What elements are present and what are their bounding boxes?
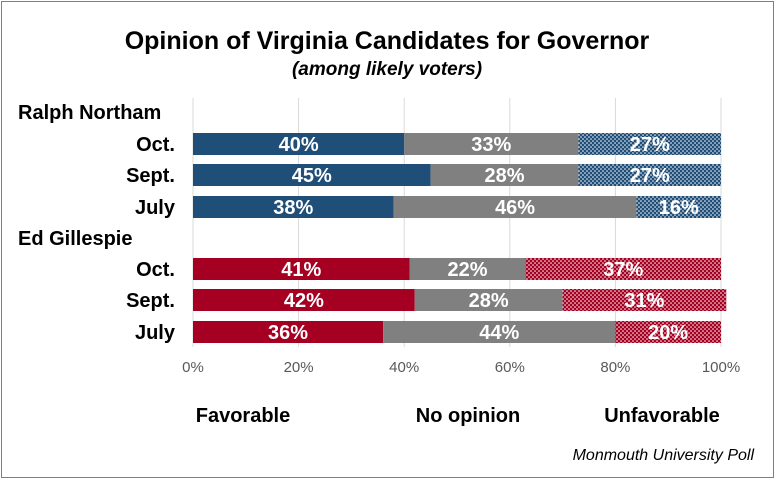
category-label: July	[135, 197, 176, 219]
data-label: 28%	[485, 165, 525, 187]
bar-segment	[193, 321, 384, 343]
legend-item: Unfavorable	[604, 405, 720, 427]
group-label: Ralph Northam	[18, 102, 161, 124]
bar-segment	[193, 289, 415, 311]
bars: 40% 33% 27% 45% 28% 27% 38% 46% 16% 41% 22% 37% 42% 2…	[193, 133, 727, 344]
bar-segment	[193, 258, 410, 280]
bar-segment	[562, 289, 727, 311]
category-label: Oct.	[136, 259, 175, 281]
category-label: Sept.	[126, 290, 175, 312]
data-label: 33%	[471, 134, 511, 156]
data-label: 45%	[292, 165, 332, 187]
category-label: Sept.	[126, 165, 175, 187]
bar-segment	[430, 164, 579, 186]
bar-segment	[193, 133, 405, 155]
data-label: 31%	[624, 290, 664, 312]
bar-segment	[525, 258, 721, 280]
data-label: 46%	[495, 197, 535, 219]
bar-segment	[636, 196, 721, 218]
category-label: Oct.	[136, 134, 175, 156]
bar-segment	[383, 321, 616, 343]
data-label: 27%	[630, 134, 670, 156]
data-label: 20%	[648, 322, 688, 344]
bar-segment	[414, 289, 563, 311]
category-label: July	[135, 322, 176, 344]
data-label: 44%	[479, 322, 519, 344]
bar-segment	[409, 258, 526, 280]
data-label: 37%	[603, 259, 643, 281]
bar-segment	[404, 133, 579, 155]
data-label: 27%	[630, 165, 670, 187]
data-label: 16%	[659, 197, 699, 219]
bar-segment	[193, 164, 431, 186]
data-label: 28%	[469, 290, 509, 312]
x-tick-label: 60%	[495, 359, 525, 376]
data-label: 42%	[284, 290, 324, 312]
x-tick-label: 0%	[182, 359, 204, 376]
bar-segment	[578, 164, 721, 186]
data-label: 22%	[448, 259, 488, 281]
x-tick-label: 100%	[702, 359, 740, 376]
data-label: 40%	[279, 134, 319, 156]
group-label: Ed Gillespie	[18, 228, 132, 250]
legend: Favorable No opinion Unfavorable	[196, 405, 720, 427]
data-label: 36%	[268, 322, 308, 344]
x-tick-label: 80%	[600, 359, 630, 376]
chart-title: Opinion of Virginia Candidates for Gover…	[125, 27, 650, 55]
source-note: Monmouth University Poll	[573, 447, 755, 464]
data-label: 38%	[273, 197, 313, 219]
x-tick-label: 40%	[389, 359, 419, 376]
x-axis-ticks: 0% 20% 40% 60% 80% 100%	[182, 359, 740, 376]
x-tick-label: 20%	[284, 359, 314, 376]
bar-segment	[193, 196, 394, 218]
bar-segment	[578, 133, 721, 155]
chart-subtitle: (among likely voters)	[292, 59, 482, 80]
data-label: 41%	[281, 259, 321, 281]
bar-segment	[393, 196, 637, 218]
legend-item: Favorable	[196, 405, 290, 427]
legend-item: No opinion	[416, 405, 520, 427]
bar-segment	[615, 321, 721, 343]
